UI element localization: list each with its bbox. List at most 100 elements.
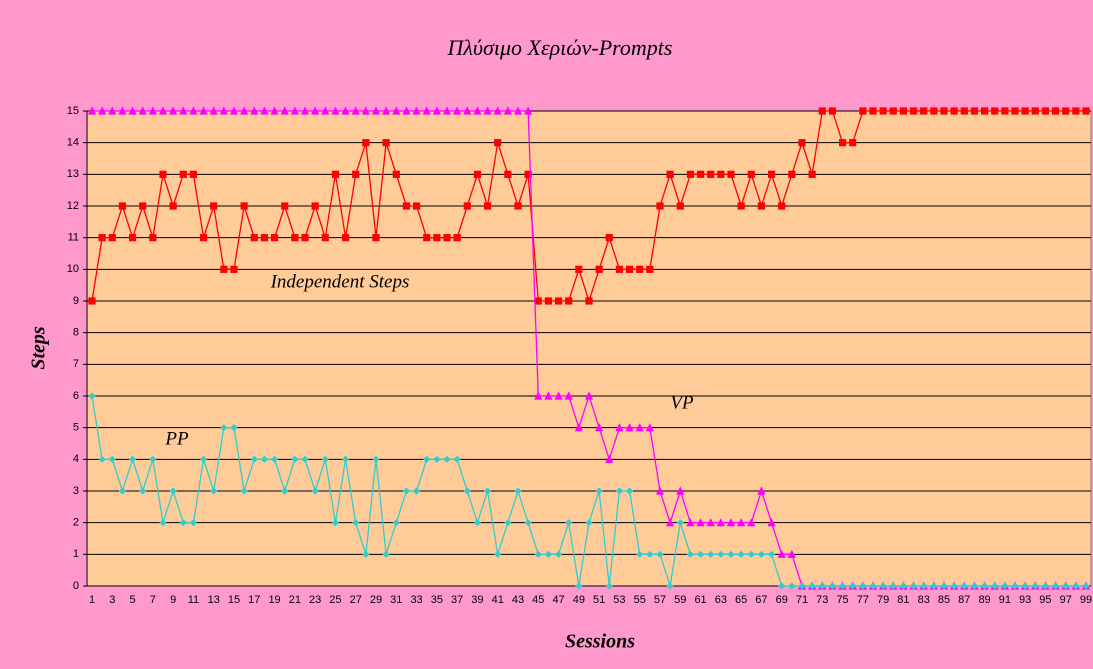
marker [210,202,218,210]
marker [352,170,360,178]
y-tick-label: 0 [73,580,79,592]
marker [341,455,350,463]
marker [788,170,796,178]
marker [950,582,958,590]
x-tick-label: 81 [897,594,909,606]
marker [362,139,370,147]
x-tick-label: 61 [694,594,706,606]
marker [240,106,249,115]
marker [899,582,908,590]
marker [778,202,786,210]
x-tick-label: 75 [836,594,848,606]
marker [473,106,482,115]
marker [1072,107,1080,115]
marker [473,170,482,178]
marker [1051,107,1060,115]
marker [280,106,289,115]
marker [402,106,411,115]
marker [331,170,340,178]
marker [138,106,147,115]
marker [859,107,867,115]
marker [818,582,826,590]
marker [1031,582,1039,590]
x-tick-label: 77 [857,594,869,606]
marker [757,202,766,210]
x-tick-label: 57 [654,594,666,606]
marker [686,550,695,558]
y-tick-label: 4 [73,453,79,465]
marker [423,455,431,463]
marker [483,202,492,210]
marker [889,107,897,115]
x-tick-label: 39 [471,594,483,606]
marker [139,487,147,495]
marker [209,106,218,115]
marker [504,170,512,178]
marker [838,582,847,590]
marker [818,107,826,115]
marker [270,455,279,463]
marker [615,423,624,432]
marker [392,106,401,115]
x-tick-label: 91 [999,594,1011,606]
marker [250,455,258,463]
marker [645,423,654,432]
marker [108,234,116,242]
marker [443,455,451,463]
marker [707,170,715,178]
x-tick-label: 21 [289,594,301,606]
marker [930,107,938,115]
chart-title: Πλύσιμο Χεριών-Prompts [447,35,673,60]
marker [1011,582,1019,590]
marker [149,455,157,463]
marker [970,582,979,590]
marker [909,107,918,115]
marker [220,424,228,432]
marker [199,234,208,242]
marker [1041,107,1050,115]
marker [412,202,421,210]
y-tick-label: 2 [73,517,79,529]
x-tick-label: 83 [918,594,930,606]
marker [372,455,380,463]
x-tick-label: 97 [1060,594,1072,606]
marker [615,487,624,495]
marker [838,139,847,147]
x-tick-label: 99 [1080,594,1092,606]
marker [737,550,745,558]
y-tick-label: 5 [73,422,79,434]
marker [382,139,390,147]
marker [1072,582,1080,590]
marker [321,234,329,242]
marker [148,106,157,115]
marker [991,582,999,590]
marker [493,106,502,115]
marker [960,582,968,590]
marker [727,550,735,558]
marker [504,519,512,527]
marker [463,487,471,495]
marker [585,519,593,527]
marker [210,487,218,495]
marker [240,202,248,210]
marker [108,455,116,463]
marker [788,582,796,590]
marker [554,550,563,558]
marker [494,139,502,147]
marker [930,582,938,590]
marker [422,106,431,115]
marker [726,518,736,527]
marker [666,170,674,178]
marker [98,455,106,463]
marker [453,234,461,242]
series-label: Independent Steps [270,271,410,292]
x-tick-label: 7 [150,594,156,606]
marker [676,519,684,527]
x-tick-label: 1 [89,594,95,606]
marker [1021,107,1029,115]
marker [260,455,269,463]
marker [158,106,168,115]
marker [869,107,877,115]
y-tick-label: 1 [73,548,79,560]
marker [960,107,968,115]
